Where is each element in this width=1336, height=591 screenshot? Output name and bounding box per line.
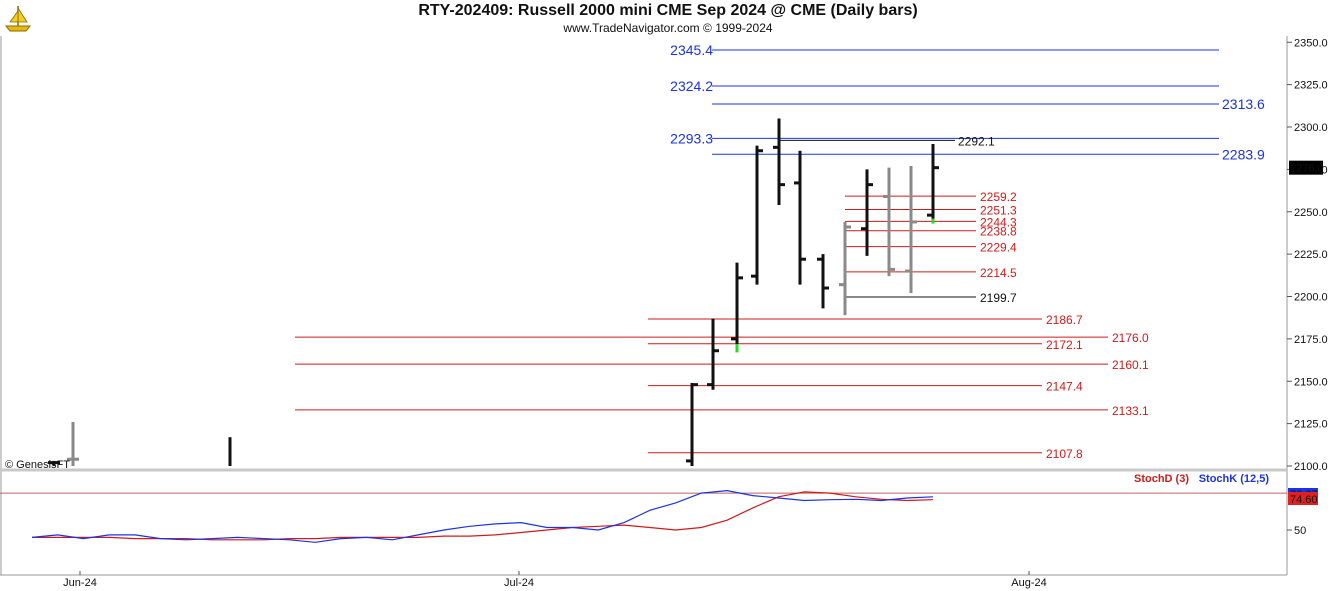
stochk-series-line: [31, 489, 934, 543]
x-tick-label: Jun-24: [63, 577, 97, 589]
x-tick-label: Aug-24: [1011, 577, 1046, 589]
chart-header: RTY-202409: Russell 2000 mini CME Sep 20…: [0, 0, 1336, 36]
y-tick-label: 2125.0: [1294, 419, 1328, 431]
level-label: 2324.2: [670, 78, 713, 94]
last-price-label: 2276.0: [1290, 163, 1324, 175]
y-tick-label: 2175.0: [1294, 334, 1328, 346]
level-label: 2176.0: [1112, 331, 1149, 345]
stochd-legend: StochD (3): [1134, 473, 1189, 485]
price-bars: [48, 118, 939, 466]
chart-title: RTY-202409: Russell 2000 mini CME Sep 20…: [418, 2, 918, 19]
level-label: 2214.5: [980, 266, 1017, 280]
stochd-readout-marker: [1288, 492, 1318, 505]
x-tick-label: Jul-24: [504, 577, 534, 589]
price-axis: 2100.0 2125.0 2150.0 2175.0 2200.0 2225.0 2250…: [1287, 37, 1328, 473]
level-label: 2244.3: [980, 215, 1017, 229]
level-label: 2345.4: [670, 42, 713, 58]
y-tick-label: 2225.0: [1294, 249, 1328, 261]
level-label: 2160.1: [1112, 358, 1149, 372]
level-label: 2259.2: [980, 190, 1017, 204]
level-label: 2292.1: [958, 134, 995, 148]
level-label: 2147.4: [1046, 380, 1083, 394]
time-axis: Jun-24 Jul-24 Aug-24: [63, 571, 1047, 589]
y-tick-label: 2325.0: [1294, 80, 1328, 92]
level-label: 2251.3: [980, 204, 1017, 218]
y-tick-label: 2350.0: [1294, 37, 1328, 49]
y-tick-label: 2150.0: [1294, 376, 1328, 388]
stoch-tick-label: 50: [1294, 525, 1306, 537]
level-label: 2313.6: [1222, 96, 1265, 112]
level-label: 2172.1: [1046, 338, 1083, 352]
chart-subtitle: www.TradeNavigator.com © 1999-2024: [563, 21, 773, 35]
y-tick-label: 2300.0: [1294, 122, 1328, 134]
level-label: 2186.7: [1046, 313, 1083, 327]
stochd-readout: 74.60: [1290, 494, 1318, 506]
level-label: 2283.9: [1222, 146, 1265, 162]
level-label: 2238.8: [980, 225, 1017, 239]
level-lines: 2345.4 2324.2 2313.6 2293.3 2283.9 2292.1 2259…: [295, 42, 1265, 461]
stochk-legend: StochK (12,5): [1199, 473, 1270, 485]
level-label: 2133.1: [1112, 404, 1149, 418]
y-tick-label: 2250.0: [1294, 207, 1328, 219]
level-label: 2107.8: [1046, 447, 1083, 461]
plot-background: [0, 36, 1287, 575]
level-label: 2293.3: [670, 130, 713, 146]
stochd-series-line: [32, 491, 934, 541]
level-label: 2199.7: [980, 291, 1017, 305]
last-price-marker: [1289, 160, 1323, 175]
level-label: 2229.4: [980, 241, 1017, 255]
ship-logo-icon: [4, 6, 32, 32]
y-tick-label: 2200.0: [1294, 292, 1328, 304]
price-chart[interactable]: 2345.4 2324.2 2313.6 2293.3 2283.9 2292.1 2259…: [0, 36, 1336, 591]
copyright-label: © GenesisFT: [5, 459, 70, 471]
y-tick-label: 2100.0: [1294, 461, 1328, 473]
